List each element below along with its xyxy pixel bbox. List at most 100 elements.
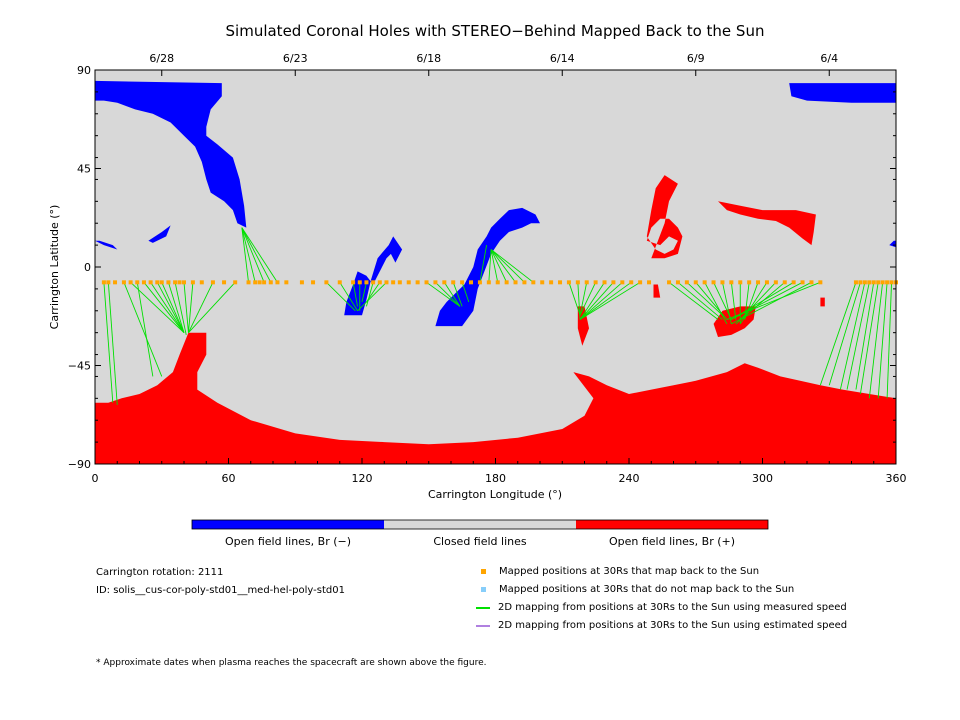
coronal-hole-pos-12 [820, 297, 825, 307]
mapped-points [101, 280, 898, 285]
mapped-point [384, 280, 389, 285]
mapped-point [246, 280, 251, 285]
measured-mapping-line [183, 282, 189, 333]
measured-mapping-line [668, 281, 719, 320]
measured-mapping-line [846, 282, 870, 390]
top-date-label: 6/14 [550, 52, 575, 65]
measured-mapping-line [241, 227, 249, 283]
measured-mapping-line [339, 282, 358, 312]
measured-mapping-line [130, 281, 185, 333]
colorbar-label: Closed field lines [433, 535, 527, 548]
measured-mapping-line [452, 282, 463, 307]
legend-line-swatch [476, 606, 490, 609]
mapped-point [469, 280, 474, 285]
mapped-point [311, 280, 316, 285]
y-axis-label: Carrington Latitude (°) [48, 205, 61, 330]
mapped-point [756, 280, 761, 285]
x-tick-label: 240 [619, 472, 640, 485]
mapped-point [397, 280, 402, 285]
mapped-point [460, 280, 465, 285]
mapped-point [602, 280, 607, 285]
measured-mapping-line [188, 282, 214, 333]
measured-mapping-line [579, 281, 623, 320]
mapped-point [540, 280, 545, 285]
mapped-point [889, 280, 894, 285]
legend-square-swatch [481, 569, 486, 574]
x-axis-label: Carrington Longitude (°) [428, 488, 562, 501]
measured-mapping-line [143, 282, 185, 333]
mapped-point [867, 280, 872, 285]
measured-mapping-line [366, 282, 381, 303]
mapped-point [611, 280, 616, 285]
measured-mapping-line [123, 282, 163, 377]
measured-mapping-line [150, 282, 185, 333]
x-axis: 0 60 120 180 240 300 360 [92, 458, 907, 485]
coronal-hole-neg-5 [435, 207, 540, 327]
measured-mapping-line [677, 281, 723, 320]
mapped-point [371, 280, 376, 285]
measured-mapping-line [731, 281, 812, 325]
mapped-point [747, 280, 752, 285]
coronal-hole-pos-8 [718, 201, 816, 246]
measured-mapping-line [241, 227, 278, 283]
legend-item: Mapped positions at 30Rs that map back t… [476, 566, 759, 577]
x-tick-label: 0 [92, 472, 99, 485]
colorbar-segment [384, 520, 576, 529]
colorbar-segment [192, 520, 384, 529]
measured-mapping-line [579, 282, 605, 320]
mapped-point [782, 280, 787, 285]
mapped-point [809, 280, 814, 285]
mapped-point [522, 280, 527, 285]
measured-mapping-line [426, 281, 461, 307]
measured-mapping-line [490, 249, 508, 283]
coronal-hole-neg-3 [148, 225, 171, 243]
measured-mapping-line [461, 282, 470, 303]
mapped-point [148, 280, 153, 285]
y-tick-label: −90 [68, 458, 91, 471]
mapped-point [222, 280, 227, 285]
mapped-point [337, 280, 342, 285]
coronal-hole-neg-0 [95, 80, 247, 228]
mapped-point [268, 280, 273, 285]
mapped-point [871, 280, 876, 285]
measured-mapping-line [241, 227, 265, 283]
measured-mapping-line [167, 282, 185, 333]
mapped-point [377, 280, 382, 285]
mapped-point [853, 280, 858, 285]
mapped-point [880, 280, 885, 285]
measured-mapping-line [361, 282, 367, 303]
mapped-point [575, 280, 580, 285]
top-date-axis: 6/28 6/23 6/18 6/14 6/9 6/4 [149, 52, 838, 76]
mapped-point [876, 280, 881, 285]
mapped-point [190, 280, 195, 285]
mapped-point [684, 280, 689, 285]
coronal-hole-neg-2 [95, 240, 118, 250]
mapped-point [199, 280, 204, 285]
mapped-point [364, 280, 369, 285]
mapped-point [800, 280, 805, 285]
measured-mapping-line [579, 282, 597, 316]
mapped-point [433, 280, 438, 285]
measured-mapping-line [107, 282, 118, 405]
measured-mapping-line [579, 281, 641, 320]
mapped-point [584, 280, 589, 285]
legend-square-swatch [481, 587, 486, 592]
mapped-point [667, 280, 672, 285]
mapped-point [566, 280, 571, 285]
mapped-point [324, 280, 329, 285]
mapped-point [101, 280, 106, 285]
mapped-point [284, 280, 289, 285]
mapped-point [513, 280, 518, 285]
measured-mapping-line [722, 282, 732, 325]
measured-mapping-line [579, 281, 632, 320]
mapped-point [711, 280, 716, 285]
mapped-point [558, 280, 563, 285]
mapped-point [357, 280, 362, 285]
coronal-hole-neg-4 [344, 236, 403, 316]
mapped-point [549, 280, 554, 285]
x-tick-label: 60 [222, 472, 236, 485]
measured-mapping-line [819, 282, 857, 386]
top-date-label: 6/28 [149, 52, 174, 65]
mapped-point [442, 280, 447, 285]
x-tick-label: 120 [352, 472, 373, 485]
